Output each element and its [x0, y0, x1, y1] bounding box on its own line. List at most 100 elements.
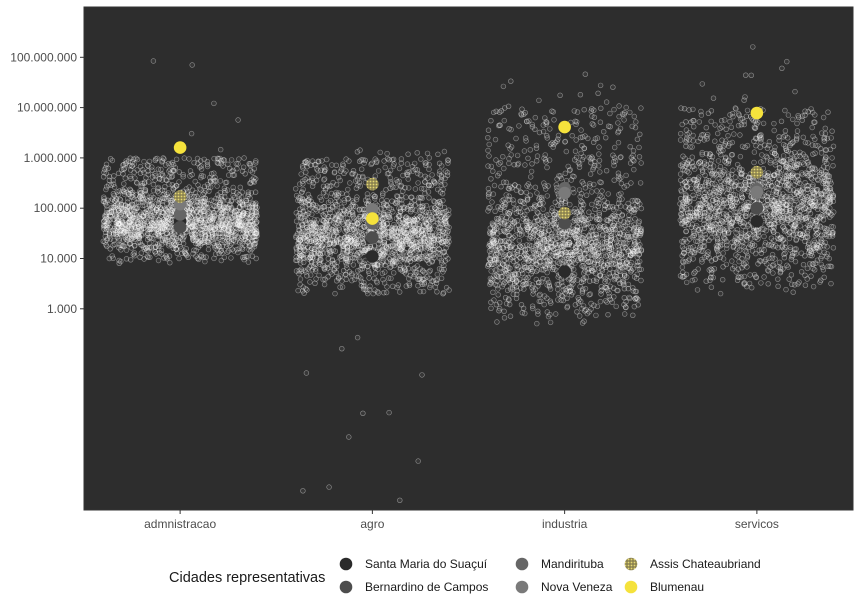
- data-point: [511, 251, 518, 257]
- data-point: [317, 251, 323, 257]
- data-point: [315, 242, 321, 249]
- data-point: [134, 180, 140, 186]
- data-point: [576, 313, 583, 319]
- data-point: [146, 234, 152, 241]
- data-point: [613, 303, 619, 310]
- data-point: [529, 161, 535, 167]
- plot-panel: [83, 6, 854, 511]
- data-point: [137, 163, 144, 170]
- data-point: [138, 195, 145, 201]
- data-point: [183, 251, 189, 257]
- data-point: [345, 186, 351, 193]
- data-point: [253, 237, 259, 243]
- data-point: [164, 230, 170, 237]
- data-point: [397, 206, 404, 212]
- data-point: [374, 279, 380, 286]
- data-point: [228, 157, 235, 163]
- data-point: [218, 146, 224, 153]
- data-point: [406, 185, 412, 191]
- data-point: [434, 289, 440, 295]
- data-point: [354, 220, 360, 226]
- data-point: [621, 117, 627, 123]
- data-point: [361, 283, 367, 289]
- data-point: [564, 295, 570, 301]
- data-point: [135, 221, 141, 227]
- data-point: [485, 163, 491, 169]
- data-point: [141, 256, 147, 262]
- data-point: [243, 230, 250, 237]
- data-point: [108, 182, 114, 188]
- data-point: [218, 196, 224, 202]
- data-point: [343, 156, 349, 162]
- data-point: [485, 194, 492, 200]
- data-point: [379, 260, 385, 266]
- data-point: [221, 225, 228, 232]
- data-point: [630, 148, 637, 154]
- data-point: [443, 214, 449, 221]
- data-point: [527, 265, 533, 271]
- data-point: [635, 302, 641, 308]
- data-point: [249, 177, 255, 183]
- data-point: [513, 135, 519, 142]
- data-point: [417, 238, 423, 245]
- data-point: [123, 158, 129, 164]
- data-point: [161, 191, 167, 197]
- data-point: [522, 247, 528, 254]
- data-point: [246, 243, 253, 249]
- data-point: [138, 196, 144, 202]
- data-point: [693, 238, 699, 244]
- data-point: [212, 234, 219, 240]
- data-point: [111, 203, 118, 209]
- data-point: [309, 177, 315, 184]
- data-point: [165, 160, 172, 167]
- data-point: [536, 248, 542, 255]
- data-point: [127, 230, 134, 236]
- data-point: [621, 286, 628, 292]
- data-point: [493, 267, 500, 273]
- data-point: [396, 165, 403, 172]
- data-point: [163, 254, 170, 261]
- data-point: [249, 238, 255, 244]
- data-point: [101, 166, 108, 173]
- data-point: [226, 238, 232, 244]
- data-point: [121, 208, 127, 214]
- data-point: [150, 58, 157, 64]
- data-point: [149, 164, 155, 170]
- data-point: [385, 275, 392, 281]
- data-point: [120, 161, 127, 168]
- data-point: [590, 122, 597, 128]
- data-point: [195, 198, 201, 204]
- data-point: [202, 258, 208, 265]
- data-point: [397, 289, 403, 295]
- data-point: [211, 255, 217, 262]
- data-point: [148, 245, 155, 251]
- data-point: [577, 193, 583, 200]
- data-point: [533, 158, 540, 164]
- data-point: [216, 230, 222, 237]
- data-point: [492, 136, 499, 143]
- data-point: [599, 188, 605, 194]
- data-point: [401, 225, 407, 232]
- data-point: [611, 144, 618, 151]
- data-point: [638, 105, 644, 111]
- data-point: [600, 129, 607, 135]
- data-point: [293, 218, 300, 224]
- data-point: [198, 174, 204, 181]
- data-point: [236, 196, 243, 203]
- data-point: [244, 231, 250, 238]
- data-point: [246, 204, 253, 210]
- data-point: [231, 172, 238, 178]
- data-point: [759, 152, 765, 158]
- data-point: [547, 126, 553, 132]
- data-point: [381, 158, 387, 164]
- data-point: [543, 133, 550, 139]
- data-point: [542, 183, 548, 189]
- data-point: [433, 280, 440, 286]
- data-point: [211, 100, 217, 107]
- data-point: [597, 82, 604, 89]
- data-point: [221, 185, 228, 191]
- data-point: [353, 237, 359, 243]
- data-point: [445, 256, 451, 262]
- data-point: [157, 204, 163, 211]
- data-point: [404, 236, 410, 242]
